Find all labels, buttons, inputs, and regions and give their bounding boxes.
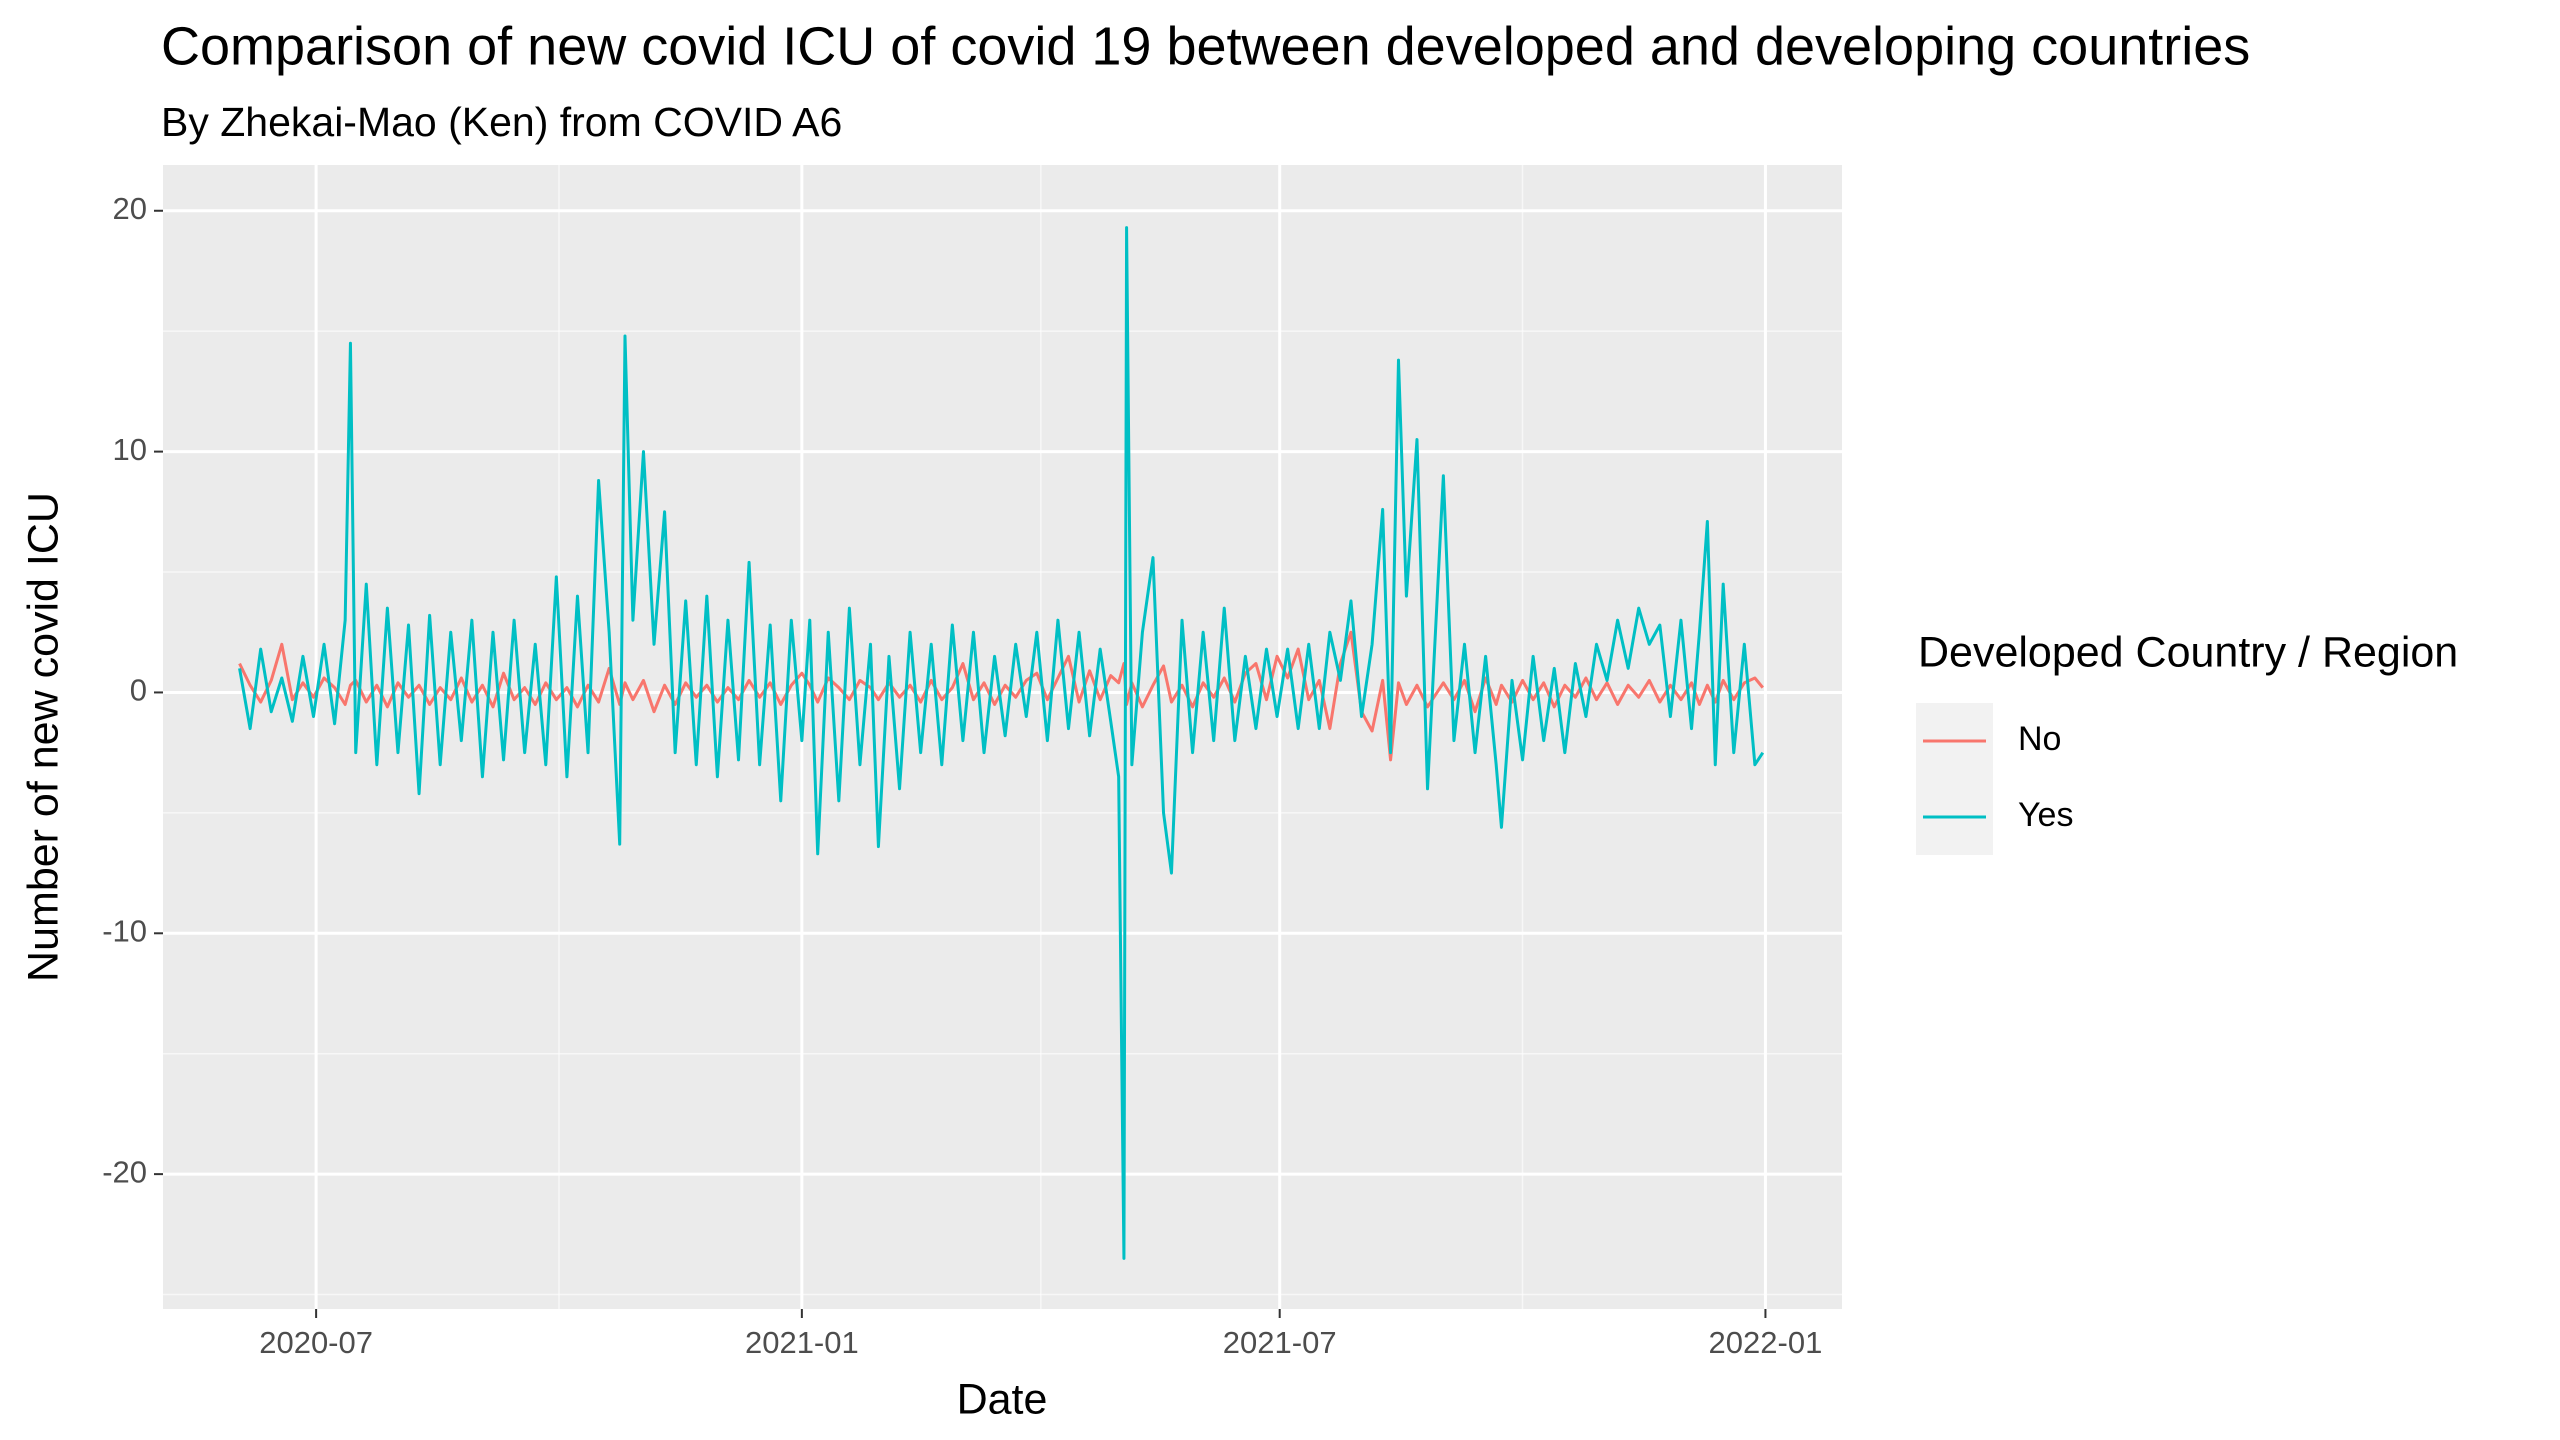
y-tick-label: 0	[130, 673, 147, 708]
x-axis-title: Date	[957, 1375, 1048, 1423]
x-tick-label: 2021-01	[745, 1325, 859, 1360]
y-axis-title: Number of new covid ICU	[19, 492, 67, 982]
y-tick-label: 20	[113, 191, 147, 226]
x-tick-label: 2020-07	[259, 1325, 373, 1360]
x-tick-label: 2021-07	[1223, 1325, 1337, 1360]
x-tick-label: 2022-01	[1709, 1325, 1823, 1360]
legend-label: No	[2018, 720, 2061, 758]
legend-title: Developed Country / Region	[1918, 628, 2458, 676]
legend-label: Yes	[2018, 796, 2073, 834]
y-tick-label: -10	[102, 913, 147, 948]
y-tick-label: -20	[102, 1154, 147, 1189]
chart-title: Comparison of new covid ICU of covid 19 …	[161, 16, 2250, 76]
y-tick-label: 10	[113, 432, 147, 467]
series-line	[238, 226, 1765, 1260]
chart-subtitle: By Zhekai-Mao (Ken) from COVID A6	[161, 99, 842, 145]
